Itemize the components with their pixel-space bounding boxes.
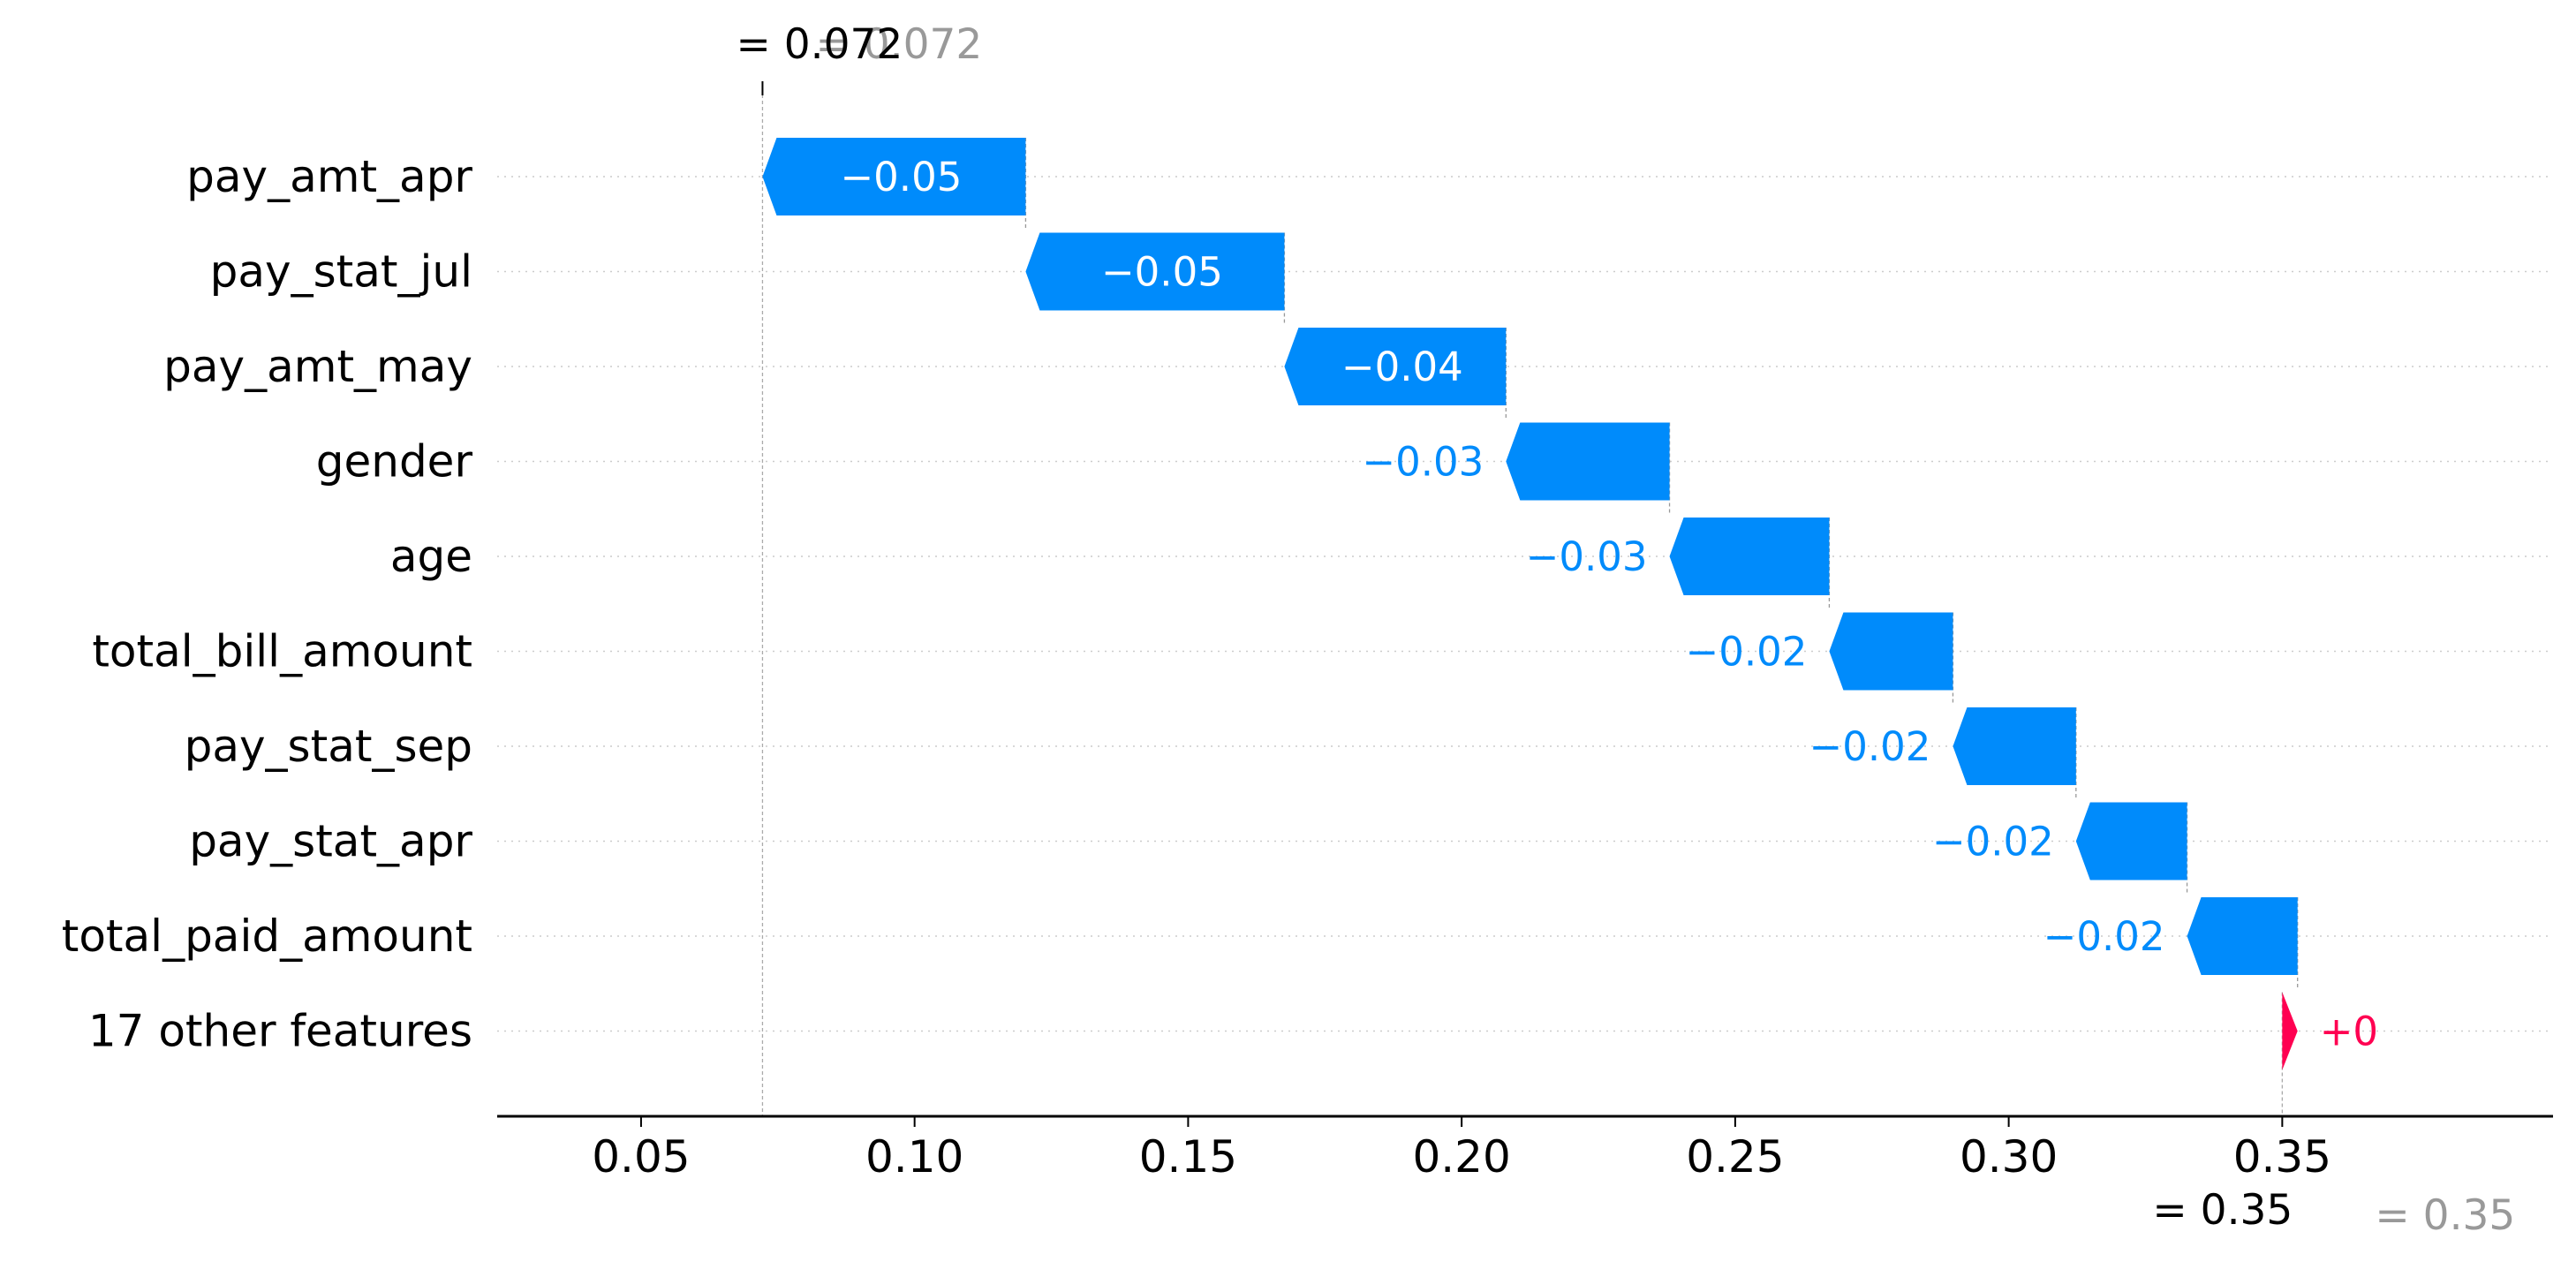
bar	[1025, 232, 1285, 311]
x-axis: 0.05 0.10 0.15 0.20 0.25 0.30 0.35	[497, 1115, 2553, 1183]
bar	[1829, 612, 1953, 691]
x-tick-label: 0.35	[2233, 1131, 2331, 1183]
bar-value-label: −0.04	[1341, 344, 1463, 390]
bar-value-label: −0.02	[1932, 819, 2054, 865]
bar-value-label: −0.02	[1809, 723, 1931, 770]
feature-label: total_bill_amount	[92, 626, 472, 677]
feature-label: pay_stat_apr	[189, 816, 472, 867]
base-ghost-label: = 0.35	[2375, 1191, 2515, 1240]
feature-label: pay_amt_may	[163, 341, 472, 392]
bar-labels: −0.05−0.05−0.04−0.03−0.03−0.02−0.02−0.02…	[840, 154, 2378, 1055]
feature-label: pay_stat_sep	[185, 721, 472, 772]
connector-lines	[761, 88, 2299, 1116]
feature-label: pay_stat_jul	[210, 246, 472, 298]
bar-value-label: −0.03	[1526, 533, 1648, 580]
bar	[762, 138, 1026, 215]
bar	[1284, 328, 1507, 405]
bar-value-label: −0.03	[1362, 439, 1484, 486]
bar-value-label: −0.05	[840, 154, 962, 200]
x-tick-label: 0.10	[865, 1131, 963, 1183]
bar	[2075, 802, 2187, 880]
x-tick-label: 0.15	[1139, 1131, 1237, 1183]
bar-value-label: −0.02	[2043, 913, 2165, 960]
bar-value-label: −0.02	[1686, 629, 1808, 676]
feature-label: total_paid_amount	[62, 911, 472, 962]
fx-annotation: = 0.072= 0.072	[736, 20, 982, 95]
bar-value-label: −0.05	[1101, 249, 1223, 296]
feature-label: pay_amt_apr	[186, 151, 472, 202]
bar	[2187, 897, 2298, 975]
bar	[1669, 518, 1830, 595]
x-tick-label: 0.30	[1960, 1131, 2058, 1183]
bar	[1506, 422, 1670, 501]
fx-ghost-label: = 0.072	[815, 20, 982, 69]
bar-value-label: +0	[2320, 1009, 2378, 1055]
feature-label: age	[390, 531, 472, 582]
bars	[762, 138, 2298, 1070]
x-tick-label: 0.05	[592, 1131, 690, 1183]
x-tick-label: 0.25	[1686, 1131, 1784, 1183]
base-label: = 0.35	[2152, 1186, 2293, 1235]
feature-label: 17 other features	[88, 1006, 472, 1057]
bar	[1953, 707, 2076, 785]
x-tick-label: 0.20	[1412, 1131, 1510, 1183]
feature-label: gender	[316, 436, 473, 487]
bar	[2282, 992, 2298, 1070]
feature-labels: pay_amt_apr pay_stat_jul pay_amt_maygender…	[62, 151, 473, 1057]
fx-label: = 0.072	[736, 20, 903, 69]
base-value-annotation: = 0.35 = 0.35	[2152, 1186, 2515, 1240]
